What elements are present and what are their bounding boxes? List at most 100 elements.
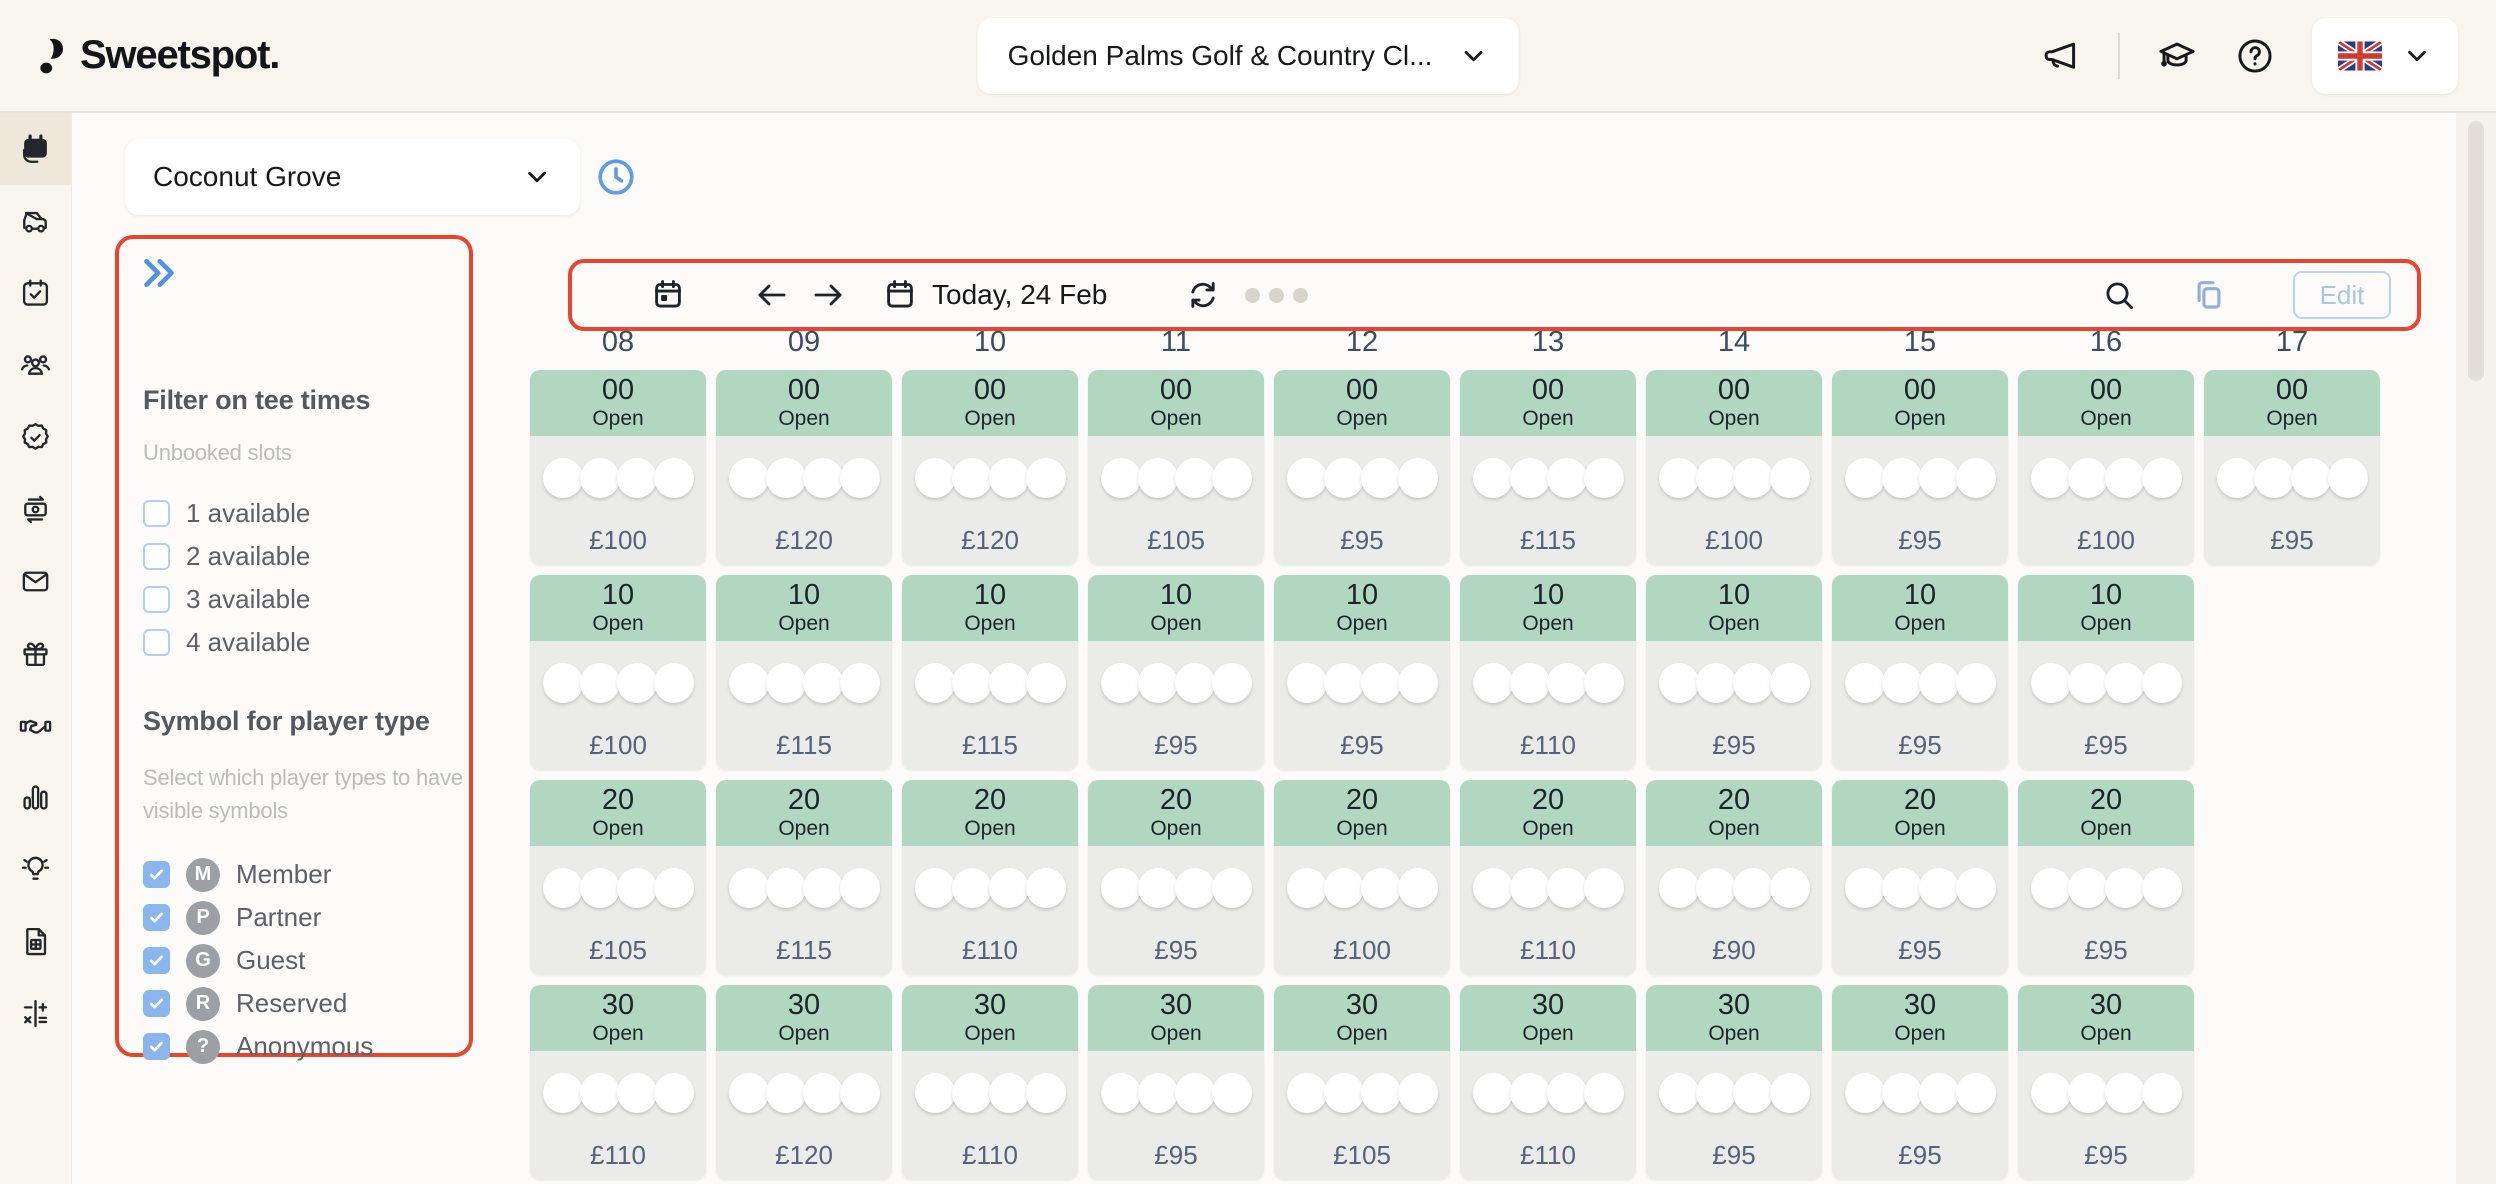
- search-button[interactable]: [2101, 277, 2137, 313]
- tee-time-14-20[interactable]: 20 Open £90: [1646, 780, 1822, 975]
- player-slot[interactable]: [1583, 1073, 1624, 1113]
- player-slot[interactable]: [2030, 868, 2071, 908]
- club-selector[interactable]: Golden Palms Golf & Country Cl...: [977, 17, 1519, 94]
- tee-time-12-10[interactable]: 10 Open £95: [1274, 575, 1450, 770]
- player-slot[interactable]: [2290, 458, 2331, 498]
- player-slot[interactable]: [1658, 868, 1699, 908]
- tee-time-16-20[interactable]: 20 Open £95: [2018, 780, 2194, 975]
- sidebar-item-tee-sheet[interactable]: [0, 113, 71, 185]
- player-slot[interactable]: [802, 1073, 843, 1113]
- player-slot[interactable]: [542, 1073, 583, 1113]
- player-slot[interactable]: [1695, 458, 1736, 498]
- tee-time-12-30[interactable]: 30 Open £105: [1274, 985, 1450, 1180]
- player-slot[interactable]: [914, 1073, 955, 1113]
- course-selector[interactable]: Coconut Grove: [125, 139, 580, 215]
- player-slot[interactable]: [1881, 663, 1922, 703]
- player-slot[interactable]: [1472, 1073, 1513, 1113]
- tee-time-13-30[interactable]: 30 Open £110: [1460, 985, 1636, 1180]
- player-slot[interactable]: [1472, 458, 1513, 498]
- player-slot[interactable]: [839, 1073, 880, 1113]
- sidebar-item-insights[interactable]: [0, 833, 71, 905]
- player-slot[interactable]: [765, 663, 806, 703]
- player-slot[interactable]: [2030, 663, 2071, 703]
- player-slot[interactable]: [1509, 458, 1550, 498]
- player-slot[interactable]: [2327, 458, 2368, 498]
- filter-unbooked-4-available[interactable]: 4 available: [143, 621, 445, 664]
- player-type-guest[interactable]: G Guest: [143, 939, 445, 982]
- checkbox[interactable]: [143, 629, 170, 656]
- checkbox[interactable]: [143, 990, 170, 1017]
- player-slot[interactable]: [616, 1073, 657, 1113]
- player-slot[interactable]: [1844, 1073, 1885, 1113]
- player-slot[interactable]: [839, 663, 880, 703]
- player-slot[interactable]: [1509, 1073, 1550, 1113]
- tee-time-08-10[interactable]: 10 Open £100: [530, 575, 706, 770]
- tee-time-09-20[interactable]: 20 Open £115: [716, 780, 892, 975]
- filter-unbooked-1-available[interactable]: 1 available: [143, 492, 445, 535]
- player-slot[interactable]: [1397, 868, 1438, 908]
- sidebar-item-golf-carts[interactable]: [0, 185, 71, 257]
- tee-time-14-00[interactable]: 00 Open £100: [1646, 370, 1822, 565]
- player-slot[interactable]: [1025, 1073, 1066, 1113]
- player-slot[interactable]: [914, 458, 955, 498]
- player-slot[interactable]: [1881, 868, 1922, 908]
- player-slot[interactable]: [1100, 868, 1141, 908]
- player-type-partner[interactable]: P Partner: [143, 896, 445, 939]
- tee-time-08-20[interactable]: 20 Open £105: [530, 780, 706, 975]
- filter-unbooked-2-available[interactable]: 2 available: [143, 535, 445, 578]
- player-slot[interactable]: [951, 458, 992, 498]
- player-slot[interactable]: [1695, 1073, 1736, 1113]
- player-slot[interactable]: [951, 663, 992, 703]
- filter-unbooked-3-available[interactable]: 3 available: [143, 578, 445, 621]
- player-slot[interactable]: [839, 868, 880, 908]
- player-slot[interactable]: [1546, 663, 1587, 703]
- tee-time-08-00[interactable]: 00 Open £100: [530, 370, 706, 565]
- tee-time-16-30[interactable]: 30 Open £95: [2018, 985, 2194, 1180]
- player-slot[interactable]: [1918, 663, 1959, 703]
- tee-time-13-00[interactable]: 00 Open £115: [1460, 370, 1636, 565]
- player-slot[interactable]: [988, 868, 1029, 908]
- player-slot[interactable]: [1137, 458, 1178, 498]
- tee-time-08-30[interactable]: 30 Open £110: [530, 985, 706, 1180]
- player-slot[interactable]: [1025, 868, 1066, 908]
- player-slot[interactable]: [728, 868, 769, 908]
- player-slot[interactable]: [1732, 663, 1773, 703]
- tee-time-10-20[interactable]: 20 Open £110: [902, 780, 1078, 975]
- player-slot[interactable]: [1100, 1073, 1141, 1113]
- player-slot[interactable]: [988, 458, 1029, 498]
- help-button[interactable]: [2234, 35, 2276, 77]
- player-slot[interactable]: [2104, 868, 2145, 908]
- checkbox[interactable]: [143, 500, 170, 527]
- scrollbar-track[interactable]: [2456, 113, 2496, 1184]
- player-slot[interactable]: [542, 458, 583, 498]
- player-slot[interactable]: [1323, 458, 1364, 498]
- player-slot[interactable]: [542, 663, 583, 703]
- tee-time-11-10[interactable]: 10 Open £95: [1088, 575, 1264, 770]
- tee-time-settings-button[interactable]: [594, 155, 638, 199]
- checkbox[interactable]: [143, 1033, 170, 1060]
- player-slot[interactable]: [579, 1073, 620, 1113]
- player-slot[interactable]: [1174, 868, 1215, 908]
- player-slot[interactable]: [1323, 1073, 1364, 1113]
- academy-button[interactable]: [2156, 35, 2198, 77]
- player-slot[interactable]: [1360, 1073, 1401, 1113]
- player-slot[interactable]: [1546, 458, 1587, 498]
- previous-day-button[interactable]: [754, 277, 790, 313]
- tee-time-12-00[interactable]: 00 Open £95: [1274, 370, 1450, 565]
- player-slot[interactable]: [1174, 458, 1215, 498]
- player-slot[interactable]: [1360, 663, 1401, 703]
- tee-time-10-10[interactable]: 10 Open £115: [902, 575, 1078, 770]
- player-slot[interactable]: [2141, 868, 2182, 908]
- player-slot[interactable]: [1583, 458, 1624, 498]
- player-slot[interactable]: [1174, 663, 1215, 703]
- player-slot[interactable]: [1955, 1073, 1996, 1113]
- checkbox[interactable]: [143, 947, 170, 974]
- player-slot[interactable]: [1732, 868, 1773, 908]
- player-slot[interactable]: [2141, 1073, 2182, 1113]
- player-slot[interactable]: [1918, 1073, 1959, 1113]
- sidebar-item-bookings[interactable]: [0, 257, 71, 329]
- language-selector[interactable]: [2312, 17, 2458, 94]
- player-slot[interactable]: [616, 458, 657, 498]
- player-slot[interactable]: [579, 663, 620, 703]
- player-slot[interactable]: [1769, 663, 1810, 703]
